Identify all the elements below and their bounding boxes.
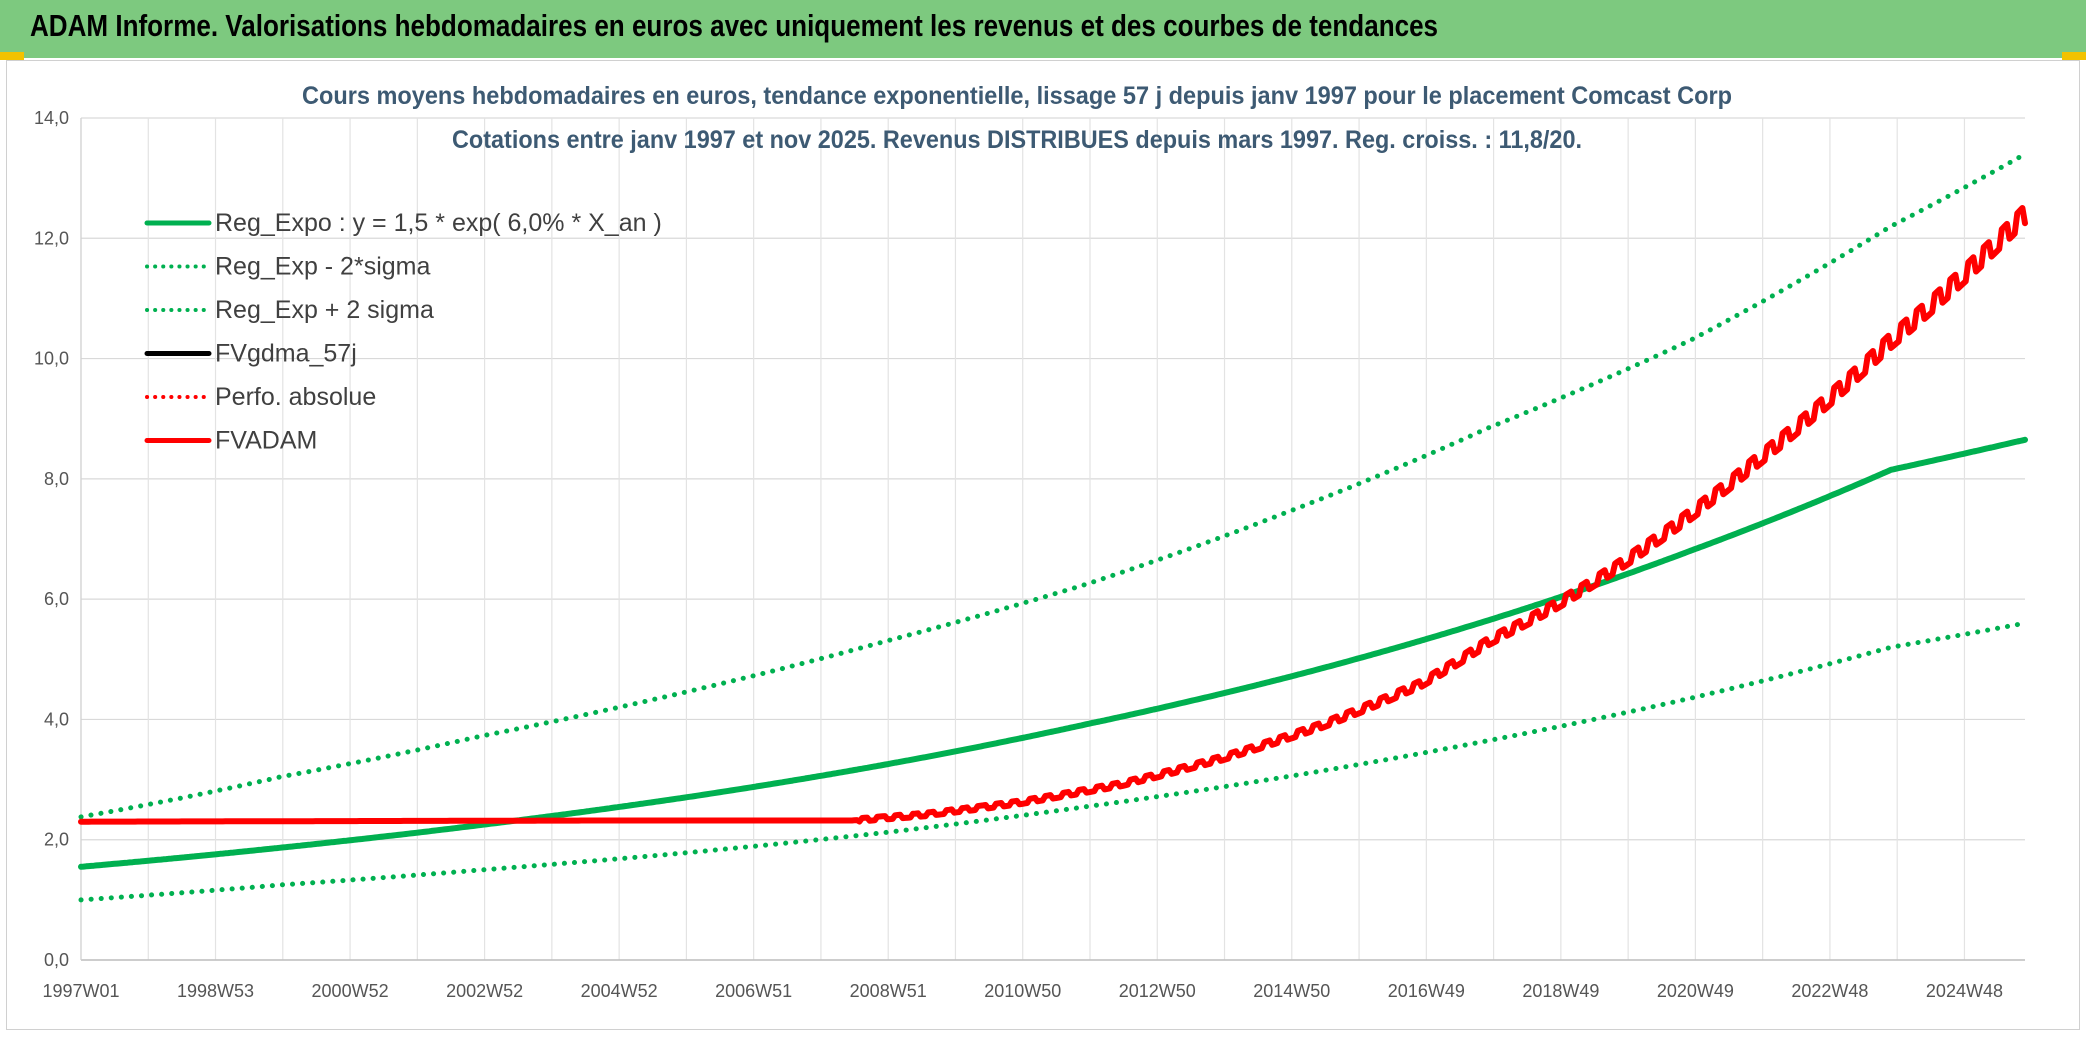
legend-label-4: Perfo. absolue <box>215 383 376 411</box>
legend-label-5: FVADAM <box>215 427 317 455</box>
chart-titles: Cours moyens hebdomadaires en euros, ten… <box>302 82 1732 154</box>
x-tick-label: 2022W48 <box>1791 981 1868 1001</box>
chart-title: Cours moyens hebdomadaires en euros, ten… <box>302 82 1732 110</box>
y-tick-label: 12,0 <box>34 228 69 248</box>
series-group <box>78 151 2028 903</box>
corner-accent-right <box>2062 52 2086 60</box>
x-tick-label: 2010W50 <box>984 981 1061 1001</box>
y-tick-label: 6,0 <box>44 589 69 609</box>
x-tick-label: 2006W51 <box>715 981 792 1001</box>
chart-subtitle: Cotations entre janv 1997 et nov 2025. R… <box>452 126 1582 154</box>
x-tick-label: 2008W51 <box>850 981 927 1001</box>
series-line-5 <box>78 205 2028 825</box>
y-tick-label: 0,0 <box>44 950 69 970</box>
chart-legend: Reg_Expo : y = 1,5 * exp( 6,0% * X_an ) R… <box>144 209 662 455</box>
y-axis-ticks: 0,0 2,0 4,0 6,0 8,0 10,0 12,0 14,0 <box>34 108 69 970</box>
x-tick-label: 1997W01 <box>42 981 119 1001</box>
grid-lines <box>80 117 2025 961</box>
legend-label-0: Reg_Expo : y = 1,5 * exp( 6,0% * X_an ) <box>215 209 662 237</box>
x-tick-label: 2018W49 <box>1522 981 1599 1001</box>
x-tick-label: 2024W48 <box>1926 981 2003 1001</box>
report-header: ADAM Informe. Valorisations hebdomadaire… <box>0 0 2086 58</box>
legend-label-3: FVgdma_57j <box>215 340 357 368</box>
x-tick-label: 2016W49 <box>1388 981 1465 1001</box>
x-tick-label: 2004W52 <box>581 981 658 1001</box>
chart-frame: 0,0 2,0 4,0 6,0 8,0 10,0 12,0 14,0 1997W01 1998W… <box>6 60 2080 1030</box>
y-tick-label: 2,0 <box>44 830 69 850</box>
y-tick-label: 8,0 <box>44 469 69 489</box>
x-tick-label: 2000W52 <box>312 981 389 1001</box>
legend-label-2: Reg_Exp + 2 sigma <box>215 296 434 324</box>
corner-accent-left <box>0 52 24 60</box>
legend-label-1: Reg_Exp - 2*sigma <box>215 253 430 281</box>
y-tick-label: 14,0 <box>34 108 69 128</box>
x-axis-ticks: 1997W01 1998W53 2000W52 2002W52 2004W52 2006W… <box>42 981 2003 1001</box>
x-tick-label: 2002W52 <box>446 981 523 1001</box>
report-title: ADAM Informe. Valorisations hebdomadaire… <box>30 8 1439 43</box>
series-line-2 <box>78 151 2028 820</box>
y-tick-label: 4,0 <box>44 709 69 729</box>
y-tick-label: 10,0 <box>34 349 69 369</box>
series-line-1 <box>78 620 2028 903</box>
x-tick-label: 2014W50 <box>1253 981 1330 1001</box>
x-tick-label: 2012W50 <box>1119 981 1196 1001</box>
x-tick-label: 2020W49 <box>1657 981 1734 1001</box>
series-line-0 <box>78 436 2028 870</box>
line-chart: 0,0 2,0 4,0 6,0 8,0 10,0 12,0 14,0 1997W01 1998W… <box>34 82 2028 1001</box>
x-tick-label: 1998W53 <box>177 981 254 1001</box>
